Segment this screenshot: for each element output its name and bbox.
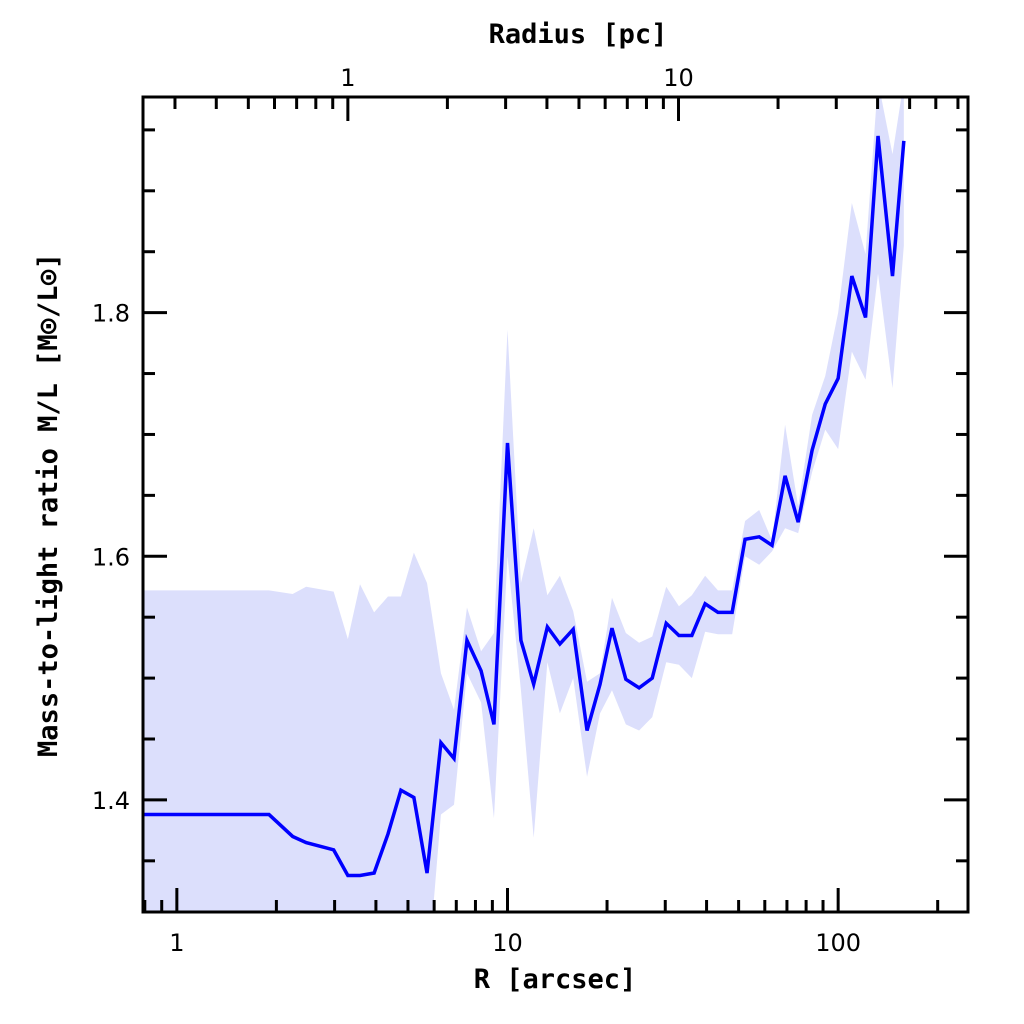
y-axis-label: Mass-to-light ratio M/L [M⊙/L⊙] bbox=[33, 253, 64, 757]
ml-series-line bbox=[143, 135, 906, 878]
plot-frame bbox=[141, 95, 970, 914]
x-axis-label: R [arcsec] bbox=[474, 964, 637, 995]
y-tick-label: 1.6 bbox=[92, 543, 130, 571]
top-axis-label: Radius [pc] bbox=[489, 19, 668, 50]
uncertainty-band bbox=[143, 97, 904, 912]
x-tick-label: 10 bbox=[492, 929, 523, 957]
y-tick-label: 1.4 bbox=[92, 787, 130, 815]
top-tick-label: 1 bbox=[340, 64, 355, 92]
y-tick-label: 1.8 bbox=[92, 300, 130, 328]
top-tick-label: 10 bbox=[663, 64, 694, 92]
x-tick-label: 1 bbox=[169, 929, 184, 957]
x-tick-label: 100 bbox=[815, 929, 861, 957]
